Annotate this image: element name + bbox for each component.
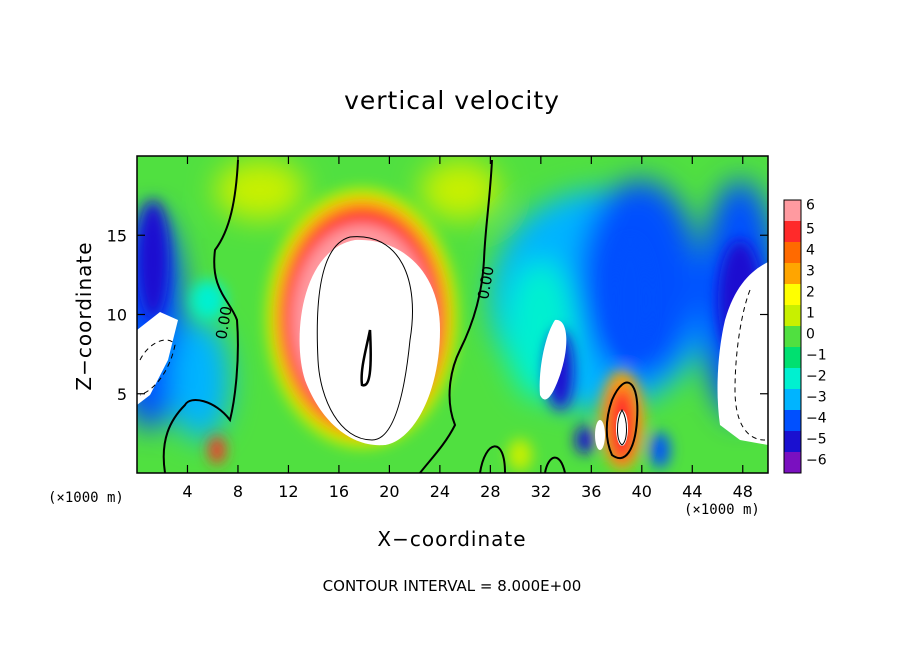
colorbar-swatch (784, 326, 801, 348)
colorbar-swatch (784, 221, 801, 243)
contour-label: 0.00 (212, 305, 236, 341)
x-tick-label: 24 (430, 482, 450, 501)
x-ticks: 4 8 12 16 20 24 28 32 36 40 44 48 (182, 156, 753, 501)
x-tick-label: 40 (632, 482, 652, 501)
colorbar-swatch (784, 452, 801, 474)
x-tick-label: 16 (329, 482, 349, 501)
y-tick-label: 5 (117, 385, 127, 404)
colorbar-label: −1 (806, 348, 827, 364)
colorbar-swatch (784, 200, 801, 222)
colorbar-swatch (784, 263, 801, 285)
colorbar-label: 4 (806, 243, 815, 259)
y-ticks: 5 10 15 (107, 226, 768, 404)
colorbar-label: 0 (806, 327, 815, 343)
colorbar-label: 6 (806, 198, 815, 214)
x-unit-label-left: (×1000 m) (48, 490, 124, 506)
colorbar-label: −3 (806, 390, 827, 406)
colorbar-swatch (784, 305, 801, 327)
x-tick-label: 4 (182, 482, 192, 501)
contour-label: 0.00 (474, 265, 498, 301)
colorbar-swatch (784, 431, 801, 453)
y-tick-label: 10 (107, 306, 127, 325)
colorbar-swatch (784, 368, 801, 390)
colorbar-swatch (784, 410, 801, 432)
x-tick-label: 36 (581, 482, 601, 501)
x-tick-label: 48 (733, 482, 753, 501)
x-unit-label-right: (×1000 m) (684, 502, 760, 518)
colorbar-swatch (784, 347, 801, 369)
colorbar-label: 5 (806, 222, 815, 238)
x-tick-label: 20 (379, 482, 399, 501)
x-tick-label: 8 (233, 482, 243, 501)
colorbar-label: −5 (806, 432, 827, 448)
x-tick-label: 44 (682, 482, 702, 501)
x-tick-label: 32 (531, 482, 551, 501)
colorbar-swatch (784, 389, 801, 411)
x-tick-label: 28 (480, 482, 500, 501)
colorbar-swatch (784, 284, 801, 306)
heatmap-field: 0.00 0.00 (137, 156, 768, 473)
colorbar-swatch (784, 242, 801, 264)
colorbar: 6 5 4 3 2 1 0 −1 −2 −3 −4 −5 −6 (783, 198, 827, 474)
chart-title: vertical velocity (344, 86, 560, 115)
x-tick-label: 12 (278, 482, 298, 501)
colorbar-label: 1 (806, 306, 815, 322)
colorbar-frame (783, 199, 802, 474)
colorbar-label: −6 (806, 453, 827, 469)
colorbar-label: −2 (806, 369, 827, 385)
x-axis-label: X−coordinate (377, 527, 527, 551)
y-tick-label: 15 (107, 226, 127, 245)
colorbar-label: 2 (806, 285, 815, 301)
contour-interval-note: CONTOUR INTERVAL = 8.000E+00 (322, 577, 582, 595)
colorbar-label: −4 (806, 411, 827, 427)
colorbar-label: 3 (806, 264, 815, 280)
